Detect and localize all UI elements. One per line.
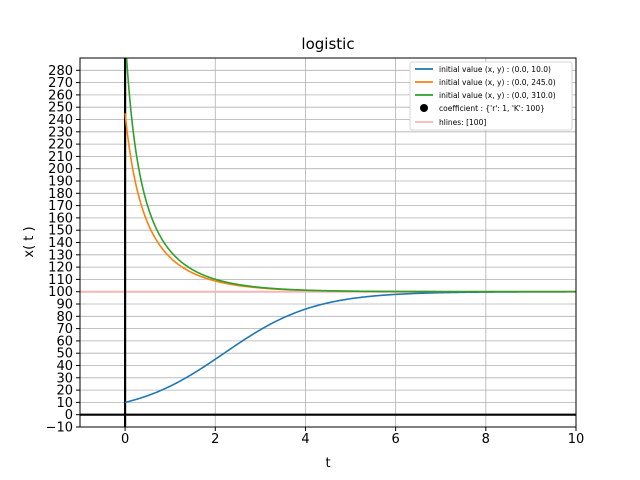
y-tick-label-19: 180 [48, 187, 73, 202]
y-tick-label-2: 10 [56, 396, 73, 411]
legend-coefficient-marker [420, 104, 428, 112]
series-lines [124, 58, 576, 404]
y-tick-label-9: 80 [56, 310, 73, 325]
y-tick-label-6: 50 [56, 347, 73, 362]
x-tick-label-4: 8 [482, 432, 490, 447]
legend-label-series-2: initial value (x, y) : (0.0, 245.0) [439, 78, 556, 87]
legend-box [409, 61, 573, 131]
y-tick-label-26: 250 [48, 101, 73, 116]
y-tick-label-7: 60 [56, 334, 73, 349]
x-axis-title: t [325, 456, 330, 471]
y-tick-label-4: 30 [56, 371, 73, 386]
x-tick-label-5: 10 [568, 432, 585, 447]
y-tick-label-16: 150 [48, 224, 73, 239]
y-axis-title: x( t ) [22, 226, 37, 257]
y-tick-label-27: 260 [48, 88, 73, 103]
legend-entry-hlines: hlines: [100] [415, 118, 486, 127]
chart-title: logistic [301, 35, 354, 53]
legend-label-coefficient: coefficient : {'r': 1, 'K': 100} [439, 104, 545, 113]
x-tick-label-2: 4 [301, 432, 309, 447]
y-tick-label-12: 110 [48, 273, 73, 288]
y-tick-label-23: 220 [48, 138, 73, 153]
y-tick-label-22: 210 [48, 150, 73, 165]
legend: initial value (x, y) : (0.0, 10.0) initi… [409, 61, 573, 131]
y-tick-label-24: 230 [48, 125, 73, 140]
x-tick-label-0: 0 [121, 432, 129, 447]
legend-label-hlines: hlines: [100] [439, 118, 486, 127]
legend-label-series-1: initial value (x, y) : (0.0, 10.0) [439, 65, 551, 74]
legend-entry-series-1: initial value (x, y) : (0.0, 10.0) [415, 65, 551, 74]
y-tick-label-21: 200 [48, 162, 73, 177]
series-line-3 [125, 58, 576, 293]
y-tick-label-8: 70 [56, 322, 73, 337]
y-tick-label-0: −10 [46, 421, 73, 436]
x-tick-label-3: 6 [391, 432, 399, 447]
y-tick-label-13: 120 [48, 261, 73, 276]
x-tick-label-1: 2 [211, 432, 219, 447]
y-axis: −100102030405060708090100110120130140150… [46, 64, 80, 436]
legend-label-series-3: initial value (x, y) : (0.0, 310.0) [439, 91, 556, 100]
legend-entry-series-2: initial value (x, y) : (0.0, 245.0) [415, 78, 556, 87]
y-tick-label-14: 130 [48, 248, 73, 263]
y-tick-label-10: 90 [56, 298, 73, 313]
y-tick-label-18: 170 [48, 199, 73, 214]
y-tick-label-1: 0 [65, 408, 73, 423]
y-tick-label-5: 40 [56, 359, 73, 374]
legend-entry-coefficient: coefficient : {'r': 1, 'K': 100} [420, 104, 545, 113]
legend-entry-series-3: initial value (x, y) : (0.0, 310.0) [415, 91, 556, 100]
y-tick-label-28: 270 [48, 76, 73, 91]
y-tick-label-11: 100 [48, 285, 73, 300]
y-tick-label-17: 160 [48, 211, 73, 226]
x-axis: 0 2 4 6 8 10 [121, 427, 584, 447]
y-tick-label-20: 190 [48, 175, 73, 190]
y-tick-label-25: 240 [48, 113, 73, 128]
y-tick-label-29: 280 [48, 64, 73, 79]
y-tick-label-15: 140 [48, 236, 73, 251]
y-tick-label-3: 20 [56, 384, 73, 399]
